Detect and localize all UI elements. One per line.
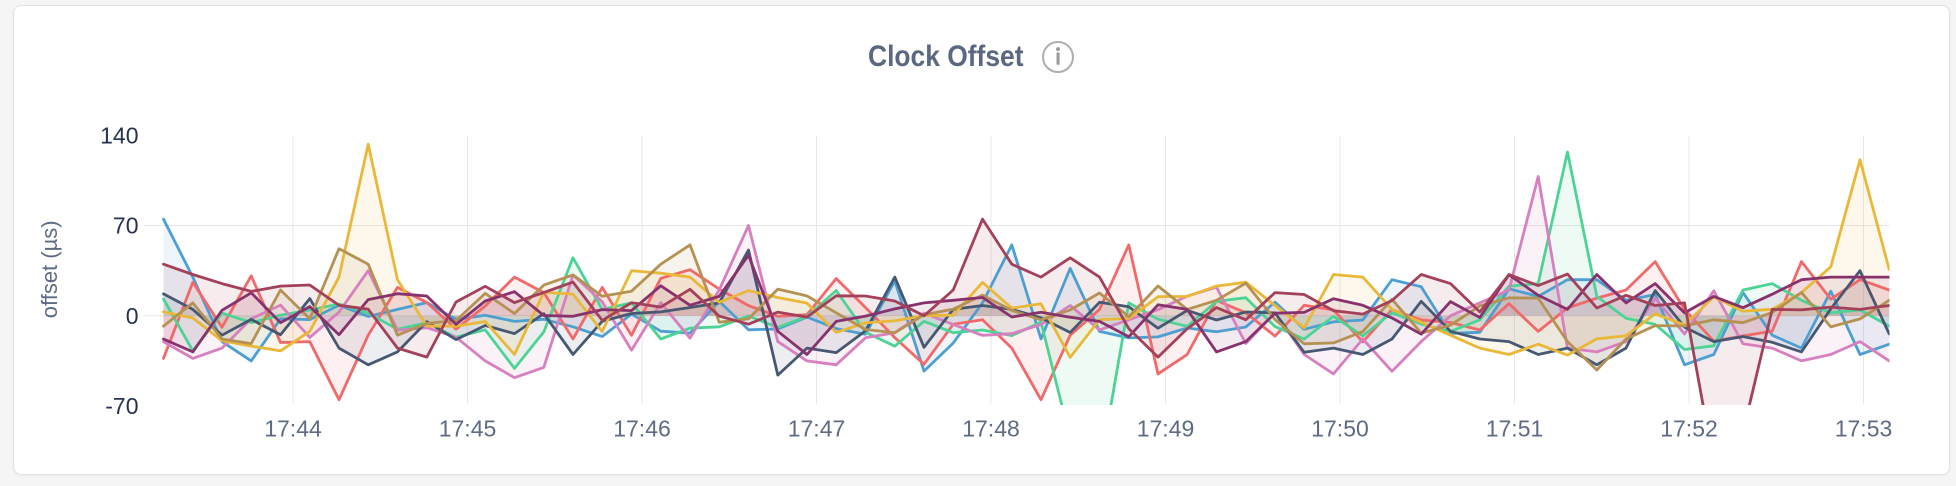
svg-text:17:52: 17:52 [1660, 415, 1718, 441]
svg-text:17:53: 17:53 [1835, 415, 1893, 441]
svg-text:17:46: 17:46 [613, 415, 671, 441]
svg-text:17:44: 17:44 [264, 415, 322, 441]
svg-text:17:51: 17:51 [1486, 415, 1544, 441]
svg-text:17:47: 17:47 [788, 415, 846, 441]
svg-text:-70: -70 [105, 393, 138, 419]
svg-text:17:48: 17:48 [962, 415, 1020, 441]
svg-text:140: 140 [100, 122, 138, 148]
svg-text:17:45: 17:45 [439, 415, 497, 441]
svg-text:70: 70 [113, 213, 139, 239]
svg-text:17:49: 17:49 [1137, 415, 1195, 441]
svg-text:0: 0 [126, 303, 139, 329]
svg-text:offset (µs): offset (µs) [37, 220, 62, 318]
svg-text:17:50: 17:50 [1311, 415, 1369, 441]
